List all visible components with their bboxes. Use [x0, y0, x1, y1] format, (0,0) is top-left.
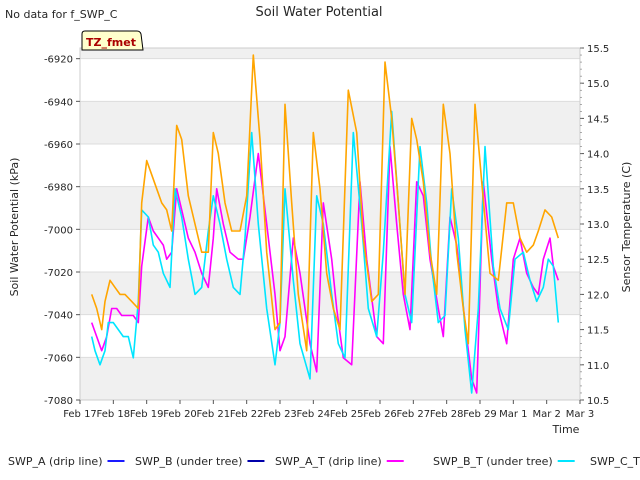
tz-label: TZ_fmet: [86, 36, 136, 49]
x-axis: Feb 17 Feb 18 Feb 19 Feb 20 Feb 21 Feb 22 Feb …: [63, 400, 594, 420]
legend-label: SWP_B_T (under tree): [433, 455, 553, 468]
y-tick-label-right: 13.0: [587, 220, 609, 231]
series-line: [90, 54, 560, 352]
series-layer: [90, 54, 560, 394]
x-tick-label: Mar 3: [566, 409, 594, 420]
x-tick-label: Feb 28: [430, 409, 464, 420]
y-tick-label-left: -6940: [44, 97, 73, 108]
y-tick-label-left: -7080: [44, 396, 73, 407]
x-tick-label: Feb 21: [197, 409, 231, 420]
x-tick-label: Feb 26: [363, 409, 397, 420]
legend-label: SWP_C_T (open): [590, 455, 640, 468]
y-tick-label-left: -6960: [44, 140, 73, 151]
left-axis: -6920 -6940 -6960 -6980 -7000 -7020 -7040 -7060…: [44, 55, 80, 407]
x-tick-label: Feb 18: [97, 409, 131, 420]
y-tick-label-left: -6980: [44, 183, 73, 194]
x-tick-label: Mar 2: [532, 409, 560, 420]
y-tick-label-left: -7000: [44, 225, 73, 236]
y-tick-label-right: 13.5: [587, 185, 609, 196]
y-tick-label-left: -7020: [44, 268, 73, 279]
legend-label: SWP_B (under tree): [135, 455, 242, 468]
right-axis: 15.5 15.0 14.5 14.0 13.5 13.0 12.5 12.0 11.5 11.0…: [580, 44, 609, 407]
chart-title: Soil Water Potential: [255, 5, 382, 20]
plot-band: [80, 101, 580, 144]
y-tick-label-left: -7060: [44, 353, 73, 364]
tz-badge-box: [81, 30, 144, 51]
y-tick-label-left: -6920: [44, 55, 73, 66]
y-tick-label-right: 11.0: [587, 361, 609, 372]
series-line: [90, 110, 560, 394]
y-tick-label-left: -7040: [44, 311, 73, 322]
y-axis-label-left: Soil Water Potential (kPa): [8, 158, 21, 297]
x-axis-label: Time: [552, 423, 580, 436]
x-tick-label: Feb 19: [130, 409, 164, 420]
legend-label: SWP_A (drip line): [8, 455, 103, 468]
plot-band: [80, 186, 580, 230]
plot-band: [80, 357, 580, 400]
x-tick-label: Feb 20: [163, 409, 197, 420]
x-tick-label: Feb 17: [63, 409, 97, 420]
plot-background: [80, 48, 580, 400]
y-tick-label-right: 12.0: [587, 290, 609, 301]
x-tick-label: Feb 22: [230, 409, 264, 420]
x-tick-label: Feb 27: [397, 409, 431, 420]
y-tick-label-right: 15.0: [587, 79, 609, 90]
x-tick-label: Mar 1: [499, 409, 527, 420]
x-tick-label: Feb 29: [463, 409, 497, 420]
plot-band: [80, 48, 580, 59]
y-tick-label-right: 15.5: [587, 44, 609, 55]
x-tick-label: Feb 23: [263, 409, 297, 420]
x-tick-label: Feb 25: [330, 409, 364, 420]
legend-label: SWP_A_T (drip line): [275, 455, 382, 468]
y-tick-label-right: 11.5: [587, 326, 609, 337]
y-axis-label-right: Sensor Temperature (C): [620, 162, 633, 293]
no-data-note: No data for f_SWP_C: [5, 8, 118, 21]
y-tick-label-right: 14.0: [587, 150, 609, 161]
tz-badge: TZ_fmet: [81, 30, 144, 51]
y-tick-label-right: 10.5: [587, 396, 609, 407]
y-tick-label-right: 14.5: [587, 114, 609, 125]
legend: SWP_A (drip line) SWP_B (under tree) SWP_A…: [8, 455, 640, 468]
x-tick-label: Feb 24: [297, 409, 331, 420]
y-tick-label-right: 12.5: [587, 255, 609, 266]
